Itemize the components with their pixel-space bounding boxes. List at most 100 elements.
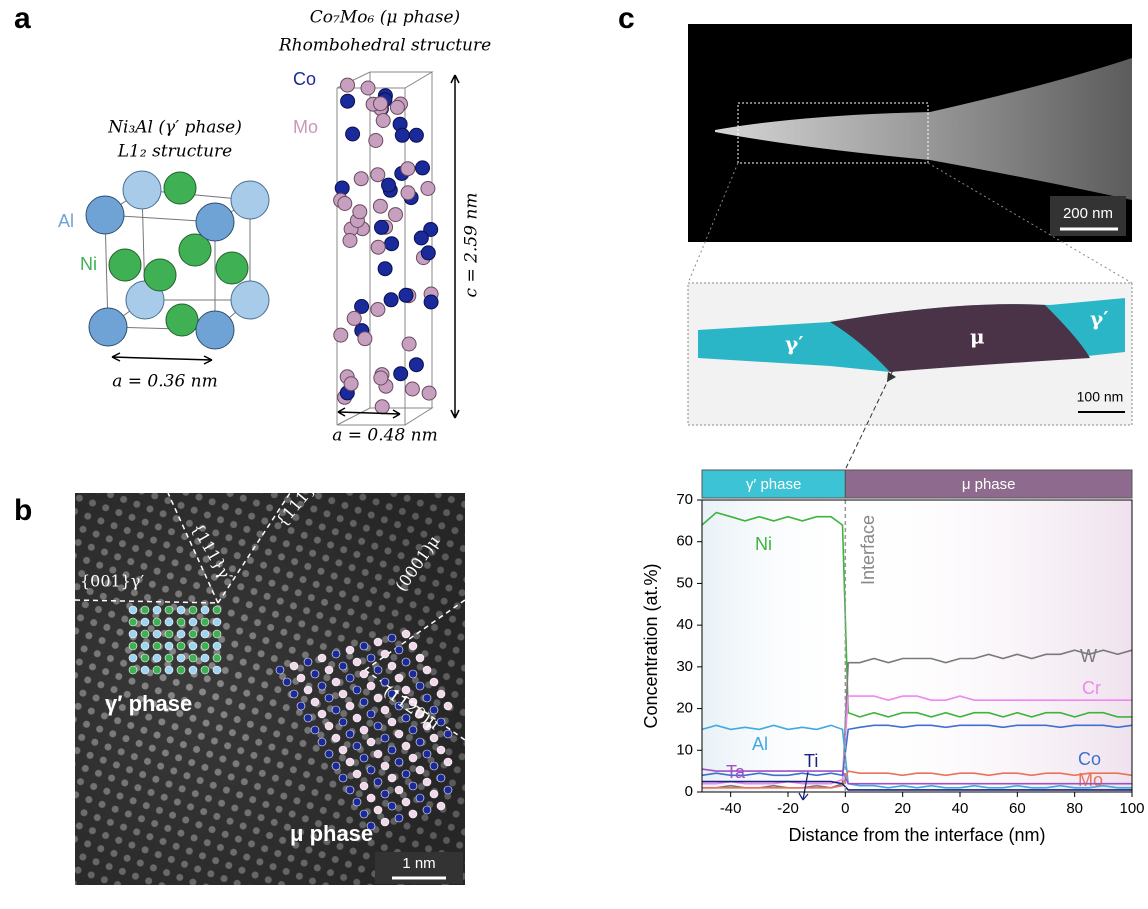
series-label: Ni <box>755 534 772 554</box>
atom-overlay-mu <box>374 750 382 758</box>
atom-co <box>395 128 409 142</box>
atom-overlay-gamma <box>165 654 173 662</box>
background-gamma <box>702 500 845 792</box>
atom-overlay-mu <box>318 738 326 746</box>
dimension-arrow <box>338 408 400 418</box>
atom-overlay-mu <box>332 734 340 742</box>
atom-overlay-gamma <box>129 666 137 674</box>
atom-overlay-gamma <box>189 642 197 650</box>
atom-mo <box>390 100 404 114</box>
y-tick-label: 30 <box>676 658 693 675</box>
atom-overlay-gamma <box>213 642 221 650</box>
atom-overlay-mu <box>409 810 417 818</box>
atom-overlay-mu <box>381 818 389 826</box>
atom-overlay-mu <box>444 786 452 794</box>
y-tick-label: 0 <box>685 783 693 800</box>
atom-mo <box>374 371 388 385</box>
annotation: Interface <box>858 515 878 585</box>
atom-overlay-mu <box>325 722 333 730</box>
y-tick-label: 20 <box>676 700 693 717</box>
series-label: W <box>1080 646 1097 666</box>
phase-label: μ phase <box>962 476 1016 493</box>
atom-overlay-gamma <box>153 642 161 650</box>
atom-overlay-gamma <box>165 618 173 626</box>
atom-co <box>399 288 413 302</box>
atom-overlay-mu <box>388 802 396 810</box>
atom-overlay-gamma <box>177 630 185 638</box>
atom-overlay-mu <box>423 806 431 814</box>
figure: a Ni₃Al (γ′ phase) L1₂ structure Al Ni a… <box>0 0 1148 909</box>
atom-overlay-mu <box>325 694 333 702</box>
atom-overlay-gamma <box>213 666 221 674</box>
atom-overlay-mu <box>395 646 403 654</box>
atom-label: Mo <box>293 117 318 137</box>
series-label: Al <box>752 734 768 754</box>
atom-overlay-mu <box>388 746 396 754</box>
atom-overlay-mu <box>290 662 298 670</box>
atom-overlay-mu <box>332 706 340 714</box>
atom-overlay-mu <box>437 746 445 754</box>
atom-overlay-mu <box>367 766 375 774</box>
atom-co <box>384 293 398 307</box>
atom-overlay-mu <box>304 658 312 666</box>
atom-overlay-mu <box>402 798 410 806</box>
atom-overlay-mu <box>339 774 347 782</box>
y-tick-label: 40 <box>676 616 693 633</box>
atom-overlay-mu <box>304 686 312 694</box>
atom-overlay-gamma <box>141 642 149 650</box>
atom-overlay-gamma <box>129 642 137 650</box>
atom-overlay-gamma <box>189 666 197 674</box>
atom-overlay-mu <box>339 718 347 726</box>
atom-overlay-mu <box>416 682 424 690</box>
atom-co <box>375 220 389 234</box>
scale-label: 1 nm <box>402 855 435 872</box>
atom-mo <box>401 162 415 176</box>
atom-co <box>414 231 428 245</box>
atom-overlay-mu <box>395 674 403 682</box>
atom-overlay-gamma <box>177 654 185 662</box>
atom-co <box>421 246 435 260</box>
atom-overlay-mu <box>402 630 410 638</box>
atom-mo <box>344 377 358 391</box>
atom-mo <box>371 168 385 182</box>
atom-overlay-gamma <box>153 606 161 614</box>
atom-overlay-mu <box>346 702 354 710</box>
x-tick-label: 60 <box>1009 800 1026 817</box>
atom-overlay-mu <box>409 726 417 734</box>
x-tick-label: -20 <box>777 800 799 817</box>
atom-overlay-gamma <box>201 630 209 638</box>
atom-overlay-mu <box>346 646 354 654</box>
atom-overlay-mu <box>402 770 410 778</box>
series-label: Ta <box>726 762 746 782</box>
atom-overlay-mu <box>367 654 375 662</box>
atom-overlay-gamma <box>141 654 149 662</box>
atom-overlay-mu <box>388 718 396 726</box>
atom-overlay-mu <box>430 790 438 798</box>
panel-label: a <box>14 2 31 35</box>
atom-co <box>382 178 396 192</box>
atom-overlay-mu <box>360 754 368 762</box>
atom-mo <box>422 386 436 400</box>
atom-overlay-mu <box>360 698 368 706</box>
atom-co <box>424 295 438 309</box>
y-tick-label: 70 <box>676 491 693 508</box>
atom-overlay-gamma <box>213 630 221 638</box>
atom-mo <box>341 78 355 92</box>
atom-overlay-mu <box>381 762 389 770</box>
atom-overlay-mu <box>395 786 403 794</box>
atom-overlay-mu <box>423 694 431 702</box>
atom-mo <box>375 400 389 414</box>
atom-overlay-gamma <box>165 642 173 650</box>
atom-overlay-gamma <box>177 642 185 650</box>
atom-mo <box>347 311 361 325</box>
x-tick-label: 80 <box>1066 800 1083 817</box>
atom-overlay-mu <box>437 690 445 698</box>
atom-overlay-mu <box>332 762 340 770</box>
atom-mo <box>374 97 388 111</box>
atom-overlay-mu <box>374 806 382 814</box>
dimension-arrow <box>112 353 212 364</box>
atom-overlay-mu <box>423 750 431 758</box>
atom-overlay-mu <box>444 730 452 738</box>
atom-overlay-gamma <box>213 618 221 626</box>
atom-mo <box>401 186 415 200</box>
